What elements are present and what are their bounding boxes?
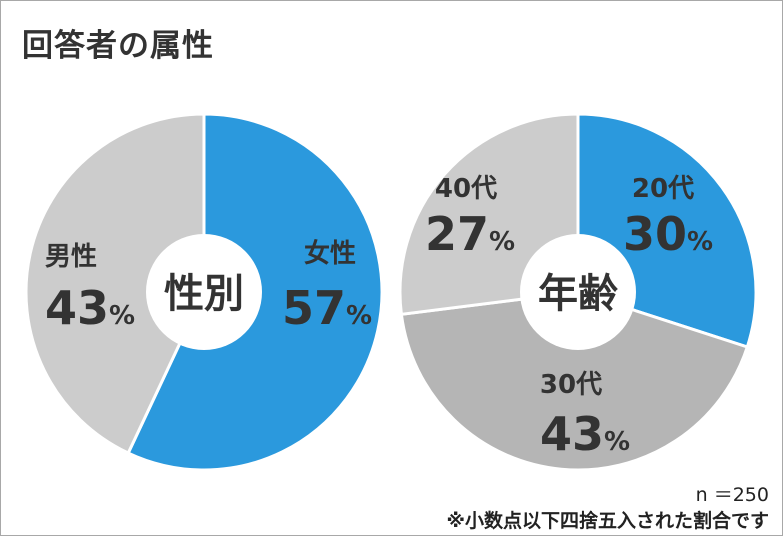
rounding-footnote: ※小数点以下四捨五入された割合です xyxy=(446,510,769,532)
slice-value-unit: % xyxy=(109,301,135,331)
slice-category-label: 40代 xyxy=(435,174,497,204)
slice-value-unit: % xyxy=(489,227,515,257)
donut-center-label: 性別 xyxy=(164,271,244,317)
donut-hole xyxy=(520,234,636,350)
slice-category-label: 20代 xyxy=(632,174,694,204)
pie-slice-0-1 xyxy=(24,112,206,456)
slice-value-number: 43 xyxy=(540,407,604,461)
slice-value-label: 43% xyxy=(540,407,630,461)
slice-value-label: 57% xyxy=(282,281,372,335)
slice-value-unit: % xyxy=(604,427,630,457)
sample-size-note: n ＝250 xyxy=(695,484,769,506)
slice-value-number: 43 xyxy=(45,281,109,335)
donut-center-label: 年齢 xyxy=(538,271,618,317)
slice-value-label: 27% xyxy=(425,207,515,261)
slice-category-label: 男性 xyxy=(45,242,97,272)
slice-value-label: 43% xyxy=(45,281,135,335)
slice-value-number: 57 xyxy=(282,281,346,335)
chart-title: 回答者の属性 xyxy=(22,28,214,64)
slice-value-number: 30 xyxy=(623,207,687,261)
slice-category-label: 30代 xyxy=(540,370,602,400)
pie-slice-1-1 xyxy=(399,290,750,472)
slice-category-label: 女性 xyxy=(304,238,356,269)
gender-donut-chart: 性別 女性 57% 男性 43% xyxy=(24,112,384,472)
slice-value-number: 27 xyxy=(425,207,489,261)
slice-value-label: 30% xyxy=(623,207,713,261)
donut-hole xyxy=(146,234,262,350)
slice-value-unit: % xyxy=(346,301,372,331)
slice-value-unit: % xyxy=(687,227,713,257)
